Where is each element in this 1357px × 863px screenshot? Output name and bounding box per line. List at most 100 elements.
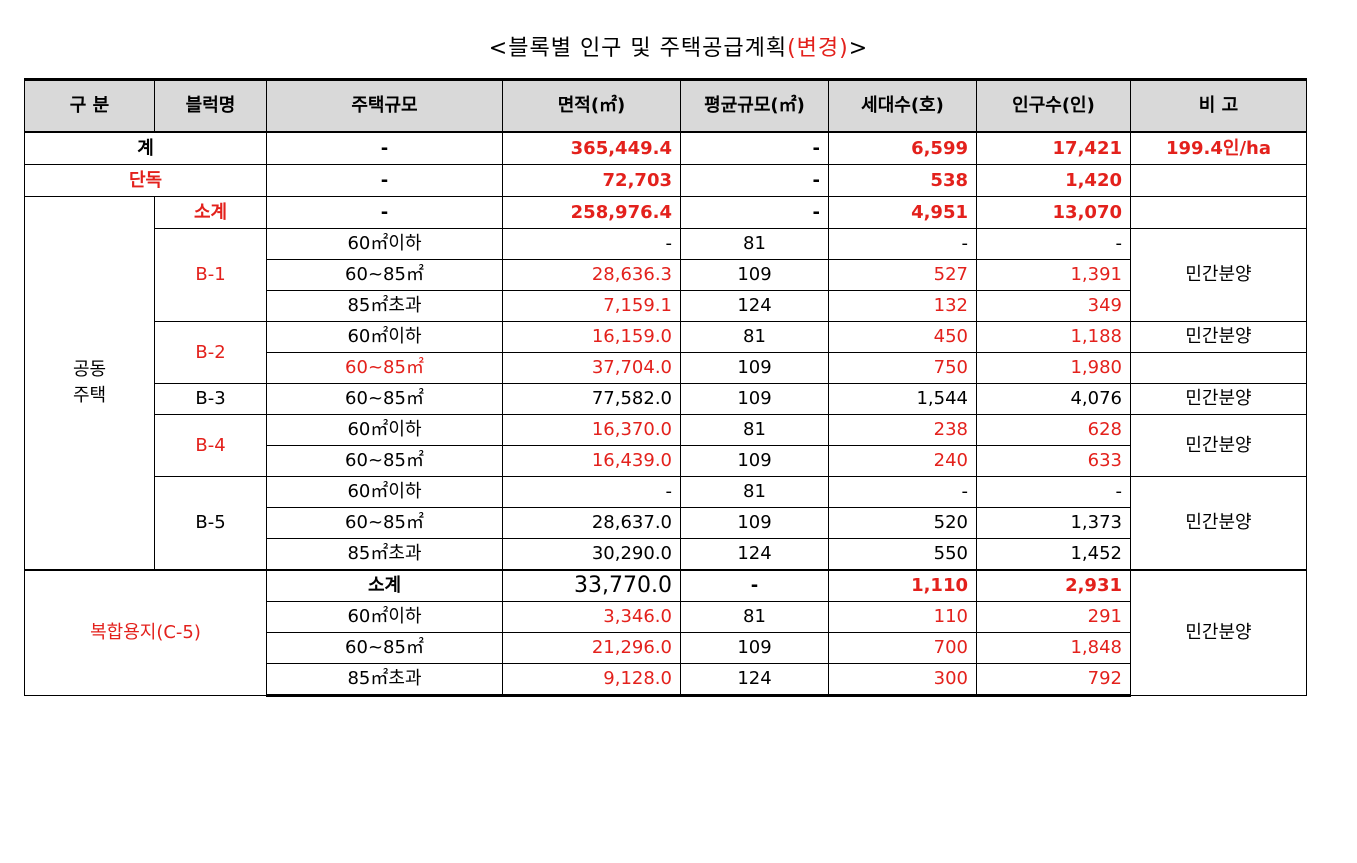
avg-cell: 109 bbox=[680, 632, 829, 664]
avg-cell: 109 bbox=[680, 383, 829, 415]
block-b1-name: B-1 bbox=[154, 228, 267, 322]
total-note: 199.4인/ha bbox=[1130, 131, 1307, 165]
size-cell: 60~85㎡ bbox=[266, 352, 503, 384]
table-row: B-4 60㎡이하 16,370.0 81 238 628 민간분양 bbox=[25, 414, 1307, 477]
area-cell: 7,159.1 bbox=[502, 290, 681, 322]
population-cell: 1,391 bbox=[976, 259, 1131, 291]
total-label: 계 bbox=[24, 131, 267, 165]
mixed-subtotal-avg: - bbox=[680, 569, 829, 602]
area-cell: 30,290.0 bbox=[502, 538, 681, 571]
apartment-subtotal-households: 4,951 bbox=[828, 196, 977, 229]
detached-row: 단독 - 72,703 - 538 1,420 bbox=[24, 164, 1307, 197]
detached-population: 1,420 bbox=[976, 164, 1131, 197]
block-b4-note: 민간분양 bbox=[1130, 414, 1307, 477]
households-cell: - bbox=[828, 476, 977, 508]
total-households: 6,599 bbox=[828, 131, 977, 165]
avg-cell: 109 bbox=[680, 445, 829, 477]
population-cell: 349 bbox=[976, 290, 1131, 322]
area-cell: 3,346.0 bbox=[502, 601, 681, 633]
size-cell: 60㎡이하 bbox=[266, 414, 503, 446]
apartment-subtotal-population: 13,070 bbox=[976, 196, 1131, 229]
total-size: - bbox=[266, 131, 503, 165]
table-row: B-1 60㎡이하 - 81 - - 민간분양 bbox=[25, 228, 1307, 322]
avg-cell: 124 bbox=[680, 538, 829, 571]
apartment-subtotal-avg: - bbox=[680, 196, 829, 229]
population-cell: 633 bbox=[976, 445, 1131, 477]
table-row: 85㎡초과 30,290.0 124 550 1,452 bbox=[25, 538, 1307, 571]
households-cell: 520 bbox=[828, 507, 977, 539]
detached-households: 538 bbox=[828, 164, 977, 197]
avg-cell: 81 bbox=[680, 228, 829, 260]
households-cell: 1,544 bbox=[828, 383, 977, 415]
size-cell: 85㎡초과 bbox=[266, 538, 503, 571]
households-cell: 300 bbox=[828, 663, 977, 697]
population-cell: - bbox=[976, 476, 1131, 508]
housing-plan-table: 구 분 블럭명 주택규모 면적(㎡) 평균규모(㎡) 세대수(호) 인구수(인)… bbox=[24, 78, 1307, 697]
households-cell: 132 bbox=[828, 290, 977, 322]
total-row: 계 - 365,449.4 - 6,599 17,421 199.4인/ha bbox=[24, 131, 1307, 165]
header-households: 세대수(호) bbox=[828, 78, 977, 133]
size-cell: 60㎡이하 bbox=[266, 601, 503, 633]
area-cell: 16,159.0 bbox=[502, 321, 681, 353]
table-title: <블록별 인구 및 주택공급계획(변경)> bbox=[0, 30, 1357, 62]
size-cell: 60㎡이하 bbox=[266, 476, 503, 508]
area-cell: 21,296.0 bbox=[502, 632, 681, 664]
avg-cell: 109 bbox=[680, 352, 829, 384]
households-cell: 700 bbox=[828, 632, 977, 664]
detached-label: 단독 bbox=[24, 164, 267, 197]
size-cell: 60㎡이하 bbox=[266, 228, 503, 260]
mixed-subtotal-row: 복합용지(C-5) 소계 33,770.0 - 1,110 2,931 민간분양 bbox=[24, 569, 1307, 696]
size-cell: 60~85㎡ bbox=[266, 445, 503, 477]
mixed-subtotal-area: 33,770.0 bbox=[502, 569, 681, 602]
households-cell: 238 bbox=[828, 414, 977, 446]
population-cell: 1,980 bbox=[976, 352, 1131, 384]
size-cell: 60~85㎡ bbox=[266, 632, 503, 664]
detached-avg: - bbox=[680, 164, 829, 197]
title-changed: (변경) bbox=[787, 36, 849, 61]
empty-note-cell bbox=[1130, 352, 1307, 384]
header-population: 인구수(인) bbox=[976, 78, 1131, 133]
header-block: 블럭명 bbox=[154, 78, 267, 133]
block-b3-name: B-3 bbox=[154, 383, 267, 415]
size-cell: 60~85㎡ bbox=[266, 259, 503, 291]
table-row: 60~85㎡ 37,704.0 109 750 1,980 bbox=[25, 352, 1307, 384]
apartment-label-line1: 공동 bbox=[72, 359, 107, 380]
population-cell: - bbox=[976, 228, 1131, 260]
size-cell: 85㎡초과 bbox=[266, 663, 503, 697]
area-cell: 28,636.3 bbox=[502, 259, 681, 291]
population-cell: 1,188 bbox=[976, 321, 1131, 353]
title-end: > bbox=[848, 36, 869, 61]
block-b1-note: 민간분양 bbox=[1130, 228, 1307, 322]
mixed-label: 복합용지(C-5) bbox=[24, 569, 267, 696]
apartment-subtotal-note bbox=[1130, 196, 1307, 229]
table-row: B-5 60㎡이하 - 81 - - 민간분양 bbox=[25, 476, 1307, 571]
apartment-subtotal-row: 공동 주택 소계 - 258,976.4 - 4,951 13,070 bbox=[24, 196, 1307, 571]
apartment-subtotal-size: - bbox=[266, 196, 503, 229]
area-cell: - bbox=[502, 476, 681, 508]
population-cell: 792 bbox=[976, 663, 1131, 697]
area-cell: 77,582.0 bbox=[502, 383, 681, 415]
detached-area: 72,703 bbox=[502, 164, 681, 197]
apartment-subtotal-area: 258,976.4 bbox=[502, 196, 681, 229]
households-cell: 110 bbox=[828, 601, 977, 633]
table-row: B-2 60㎡이하 16,159.0 81 450 1,188 민간분양 bbox=[25, 321, 1307, 384]
area-cell: - bbox=[502, 228, 681, 260]
detached-note bbox=[1130, 164, 1307, 197]
avg-cell: 81 bbox=[680, 414, 829, 446]
avg-cell: 109 bbox=[680, 507, 829, 539]
mixed-subtotal-population: 2,931 bbox=[976, 569, 1131, 602]
block-b4-name: B-4 bbox=[154, 414, 267, 477]
block-b5-note: 민간분양 bbox=[1130, 476, 1307, 571]
table-row: 60~85㎡ 28,637.0 109 520 1,373 bbox=[25, 507, 1307, 539]
detached-size: - bbox=[266, 164, 503, 197]
size-cell: 60㎡이하 bbox=[266, 321, 503, 353]
table-row: 85㎡초과 9,128.0 124 300 792 bbox=[25, 663, 1307, 697]
avg-cell: 124 bbox=[680, 663, 829, 697]
avg-cell: 124 bbox=[680, 290, 829, 322]
table-row: 85㎡초과 7,159.1 124 132 349 bbox=[25, 290, 1307, 322]
area-cell: 16,370.0 bbox=[502, 414, 681, 446]
avg-cell: 109 bbox=[680, 259, 829, 291]
avg-cell: 81 bbox=[680, 476, 829, 508]
apartment-subtotal-label: 소계 bbox=[154, 196, 267, 229]
area-cell: 9,128.0 bbox=[502, 663, 681, 697]
